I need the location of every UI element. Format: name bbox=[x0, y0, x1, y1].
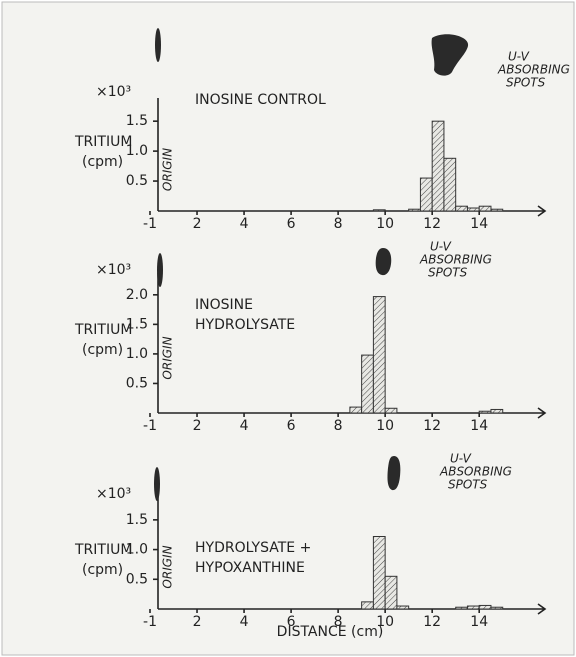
bar bbox=[408, 208, 421, 212]
bar bbox=[478, 410, 492, 414]
bar bbox=[372, 535, 386, 610]
annotation: SPOTS bbox=[428, 266, 468, 280]
x-tick-label: 12 bbox=[423, 216, 441, 232]
y-axis-label: (cpm) bbox=[82, 562, 123, 578]
y-axis-label: TRITIUM bbox=[74, 134, 132, 150]
bar bbox=[372, 209, 386, 212]
annotation: U-V bbox=[508, 50, 530, 64]
x-tick-label: 6 bbox=[287, 216, 296, 232]
annotation: ABSORBING bbox=[497, 63, 570, 77]
annotation: SPOTS bbox=[506, 76, 546, 90]
x-tick-label: 10 bbox=[376, 216, 394, 232]
y-tick-label: 0.5 bbox=[126, 571, 148, 587]
y-tick-label: 1.5 bbox=[126, 316, 148, 332]
x-tick-label: 14 bbox=[470, 614, 488, 630]
bar bbox=[490, 208, 504, 212]
chart-title: INOSINE bbox=[195, 297, 253, 313]
bar bbox=[490, 408, 504, 414]
chart-title: HYDROLYSATE bbox=[195, 317, 295, 333]
bar bbox=[396, 605, 410, 610]
bar bbox=[384, 575, 398, 610]
x-tick-label: 8 bbox=[334, 418, 343, 434]
x-tick-label: 4 bbox=[240, 216, 249, 232]
x-tick-label: 6 bbox=[287, 418, 296, 434]
y-tick-label: 2.0 bbox=[126, 287, 148, 303]
y-tick-label: 1.5 bbox=[126, 113, 148, 129]
y-tick-label: 1.0 bbox=[126, 542, 148, 558]
origin-label: ORIGIN bbox=[161, 336, 175, 379]
chart-title: HYDROLYSATE + bbox=[195, 540, 311, 556]
x-tick-label: 14 bbox=[470, 418, 488, 434]
bar bbox=[466, 207, 480, 212]
x-tick-label: 14 bbox=[470, 216, 488, 232]
annotation: ABSORBING bbox=[419, 253, 492, 267]
bar bbox=[361, 601, 374, 610]
origin-spot bbox=[155, 28, 161, 62]
annotation: U-V bbox=[450, 452, 472, 466]
annotation: U-V bbox=[430, 240, 452, 254]
bar bbox=[466, 605, 480, 610]
bar bbox=[455, 205, 468, 212]
y-tick-label: 1.0 bbox=[126, 346, 148, 362]
y-axis-label: (cpm) bbox=[82, 342, 123, 358]
x-axis-label: DISTANCE (cm) bbox=[277, 624, 384, 640]
bar bbox=[443, 157, 457, 212]
x-tick-label: 8 bbox=[334, 216, 343, 232]
x-tick-label: 10 bbox=[376, 418, 394, 434]
bar bbox=[431, 120, 445, 212]
y-tick-label: 1.5 bbox=[126, 512, 148, 528]
y-tick-label: 0.5 bbox=[126, 375, 148, 391]
bar bbox=[478, 604, 492, 610]
x-tick-label: 4 bbox=[240, 418, 249, 434]
y-tick-label: 0.5 bbox=[126, 173, 148, 189]
x-tick-label: 2 bbox=[193, 418, 202, 434]
origin-spot bbox=[157, 253, 163, 287]
y-axis-label: TRITIUM bbox=[74, 542, 132, 558]
y-axis-label: TRITIUM bbox=[74, 322, 132, 338]
chart-title: INOSINE CONTROL bbox=[195, 92, 326, 108]
origin-label: ORIGIN bbox=[161, 545, 175, 588]
bar bbox=[478, 205, 492, 212]
chart-title: HYPOXANTHINE bbox=[195, 560, 305, 576]
x-tick-label: 2 bbox=[193, 216, 202, 232]
annotation: SPOTS bbox=[448, 478, 488, 492]
x-tick-label: 10 bbox=[376, 614, 394, 630]
bar bbox=[349, 406, 363, 414]
bar bbox=[490, 606, 504, 610]
y-tick-label: 1.0 bbox=[126, 143, 148, 159]
uv-spot bbox=[375, 248, 392, 276]
y-axis-label: (cpm) bbox=[82, 154, 123, 170]
origin-label: ORIGIN bbox=[161, 148, 175, 191]
bar bbox=[361, 354, 374, 414]
x-tick-label: 8 bbox=[334, 614, 343, 630]
multiplier: ×10³ bbox=[96, 262, 131, 278]
x-tick-label: 2 bbox=[193, 614, 202, 630]
origin-spot bbox=[154, 467, 160, 501]
x-tick-label: -1 bbox=[143, 216, 157, 232]
annotation: ABSORBING bbox=[439, 465, 512, 479]
multiplier: ×10³ bbox=[96, 84, 131, 100]
uv-spot bbox=[431, 34, 469, 76]
x-tick-label: 6 bbox=[287, 614, 296, 630]
bar bbox=[384, 407, 398, 414]
bar bbox=[372, 296, 386, 414]
x-tick-label: 4 bbox=[240, 614, 249, 630]
x-tick-label: -1 bbox=[143, 614, 157, 630]
x-tick-label: 12 bbox=[423, 614, 441, 630]
bar bbox=[419, 177, 433, 212]
x-tick-label: 12 bbox=[423, 418, 441, 434]
x-tick-label: -1 bbox=[143, 418, 157, 434]
uv-spot bbox=[387, 456, 401, 491]
multiplier: ×10³ bbox=[96, 486, 131, 502]
bar bbox=[455, 606, 468, 610]
